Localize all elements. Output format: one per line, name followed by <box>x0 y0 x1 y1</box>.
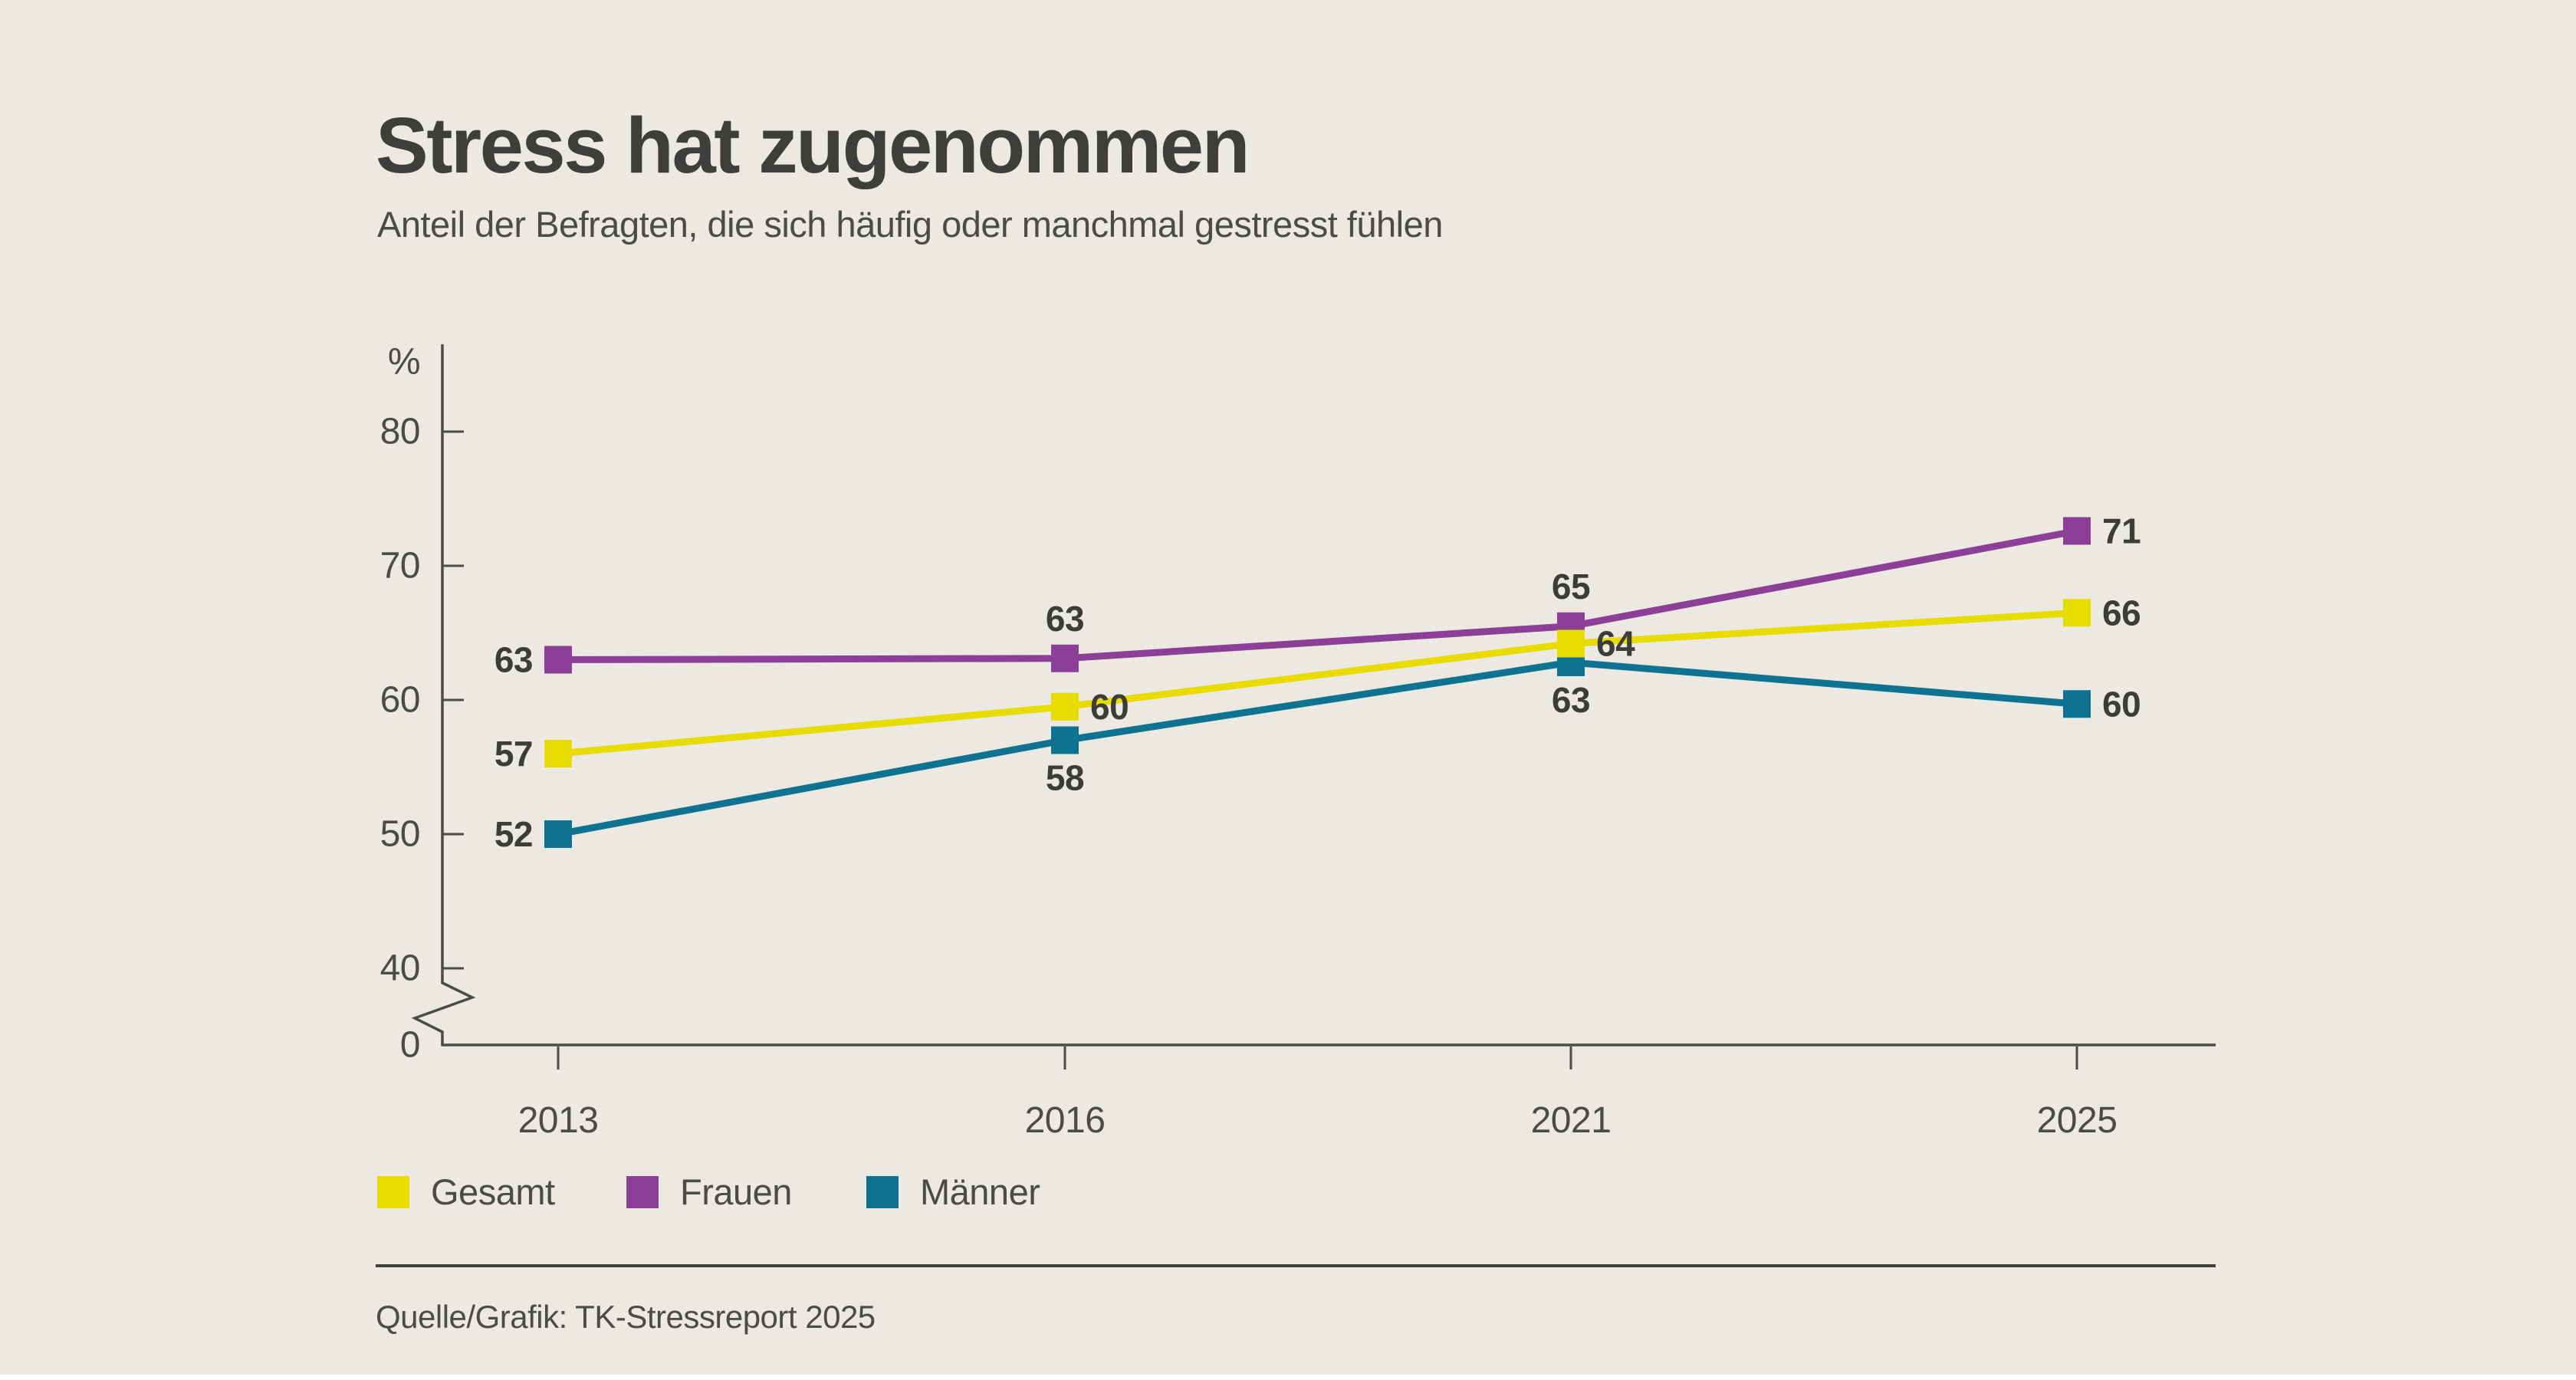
value-label-männer-2013: 52 <box>495 814 533 854</box>
legend-label-gesamt: Gesamt <box>431 1171 555 1212</box>
legend-label-männer: Männer <box>920 1171 1040 1212</box>
series-line-gesamt <box>557 609 2078 757</box>
value-label-gesamt-2013: 57 <box>495 734 533 774</box>
series-line-männer <box>557 659 2078 838</box>
value-label-frauen-2021: 65 <box>1552 567 1590 606</box>
y-tick-label-40: 40 <box>380 948 420 989</box>
x-tick-label-2021: 2021 <box>1531 1100 1612 1141</box>
data-point-gesamt-2025 <box>2063 599 2091 627</box>
data-point-frauen-2016 <box>1051 644 1079 672</box>
data-point-frauen-2025 <box>2063 517 2091 545</box>
value-label-gesamt-2016: 60 <box>1090 687 1129 727</box>
footer-divider <box>376 1264 2216 1267</box>
x-tick-label-2025: 2025 <box>2037 1100 2118 1141</box>
data-point-männer-2013 <box>544 820 572 848</box>
data-point-männer-2016 <box>1051 726 1079 754</box>
value-label-gesamt-2021: 64 <box>1596 624 1635 664</box>
chart-subtitle: Anteil der Befragten, die sich häufig od… <box>377 204 1443 245</box>
bottom-strip <box>0 1375 2576 1380</box>
page-title: Stress hat zugenommen <box>376 101 1250 189</box>
value-label-männer-2025: 60 <box>2102 684 2141 724</box>
value-label-gesamt-2025: 66 <box>2102 593 2141 632</box>
value-label-frauen-2025: 71 <box>2102 511 2141 551</box>
x-tick-label-2013: 2013 <box>518 1100 599 1141</box>
legend-swatch-frauen <box>626 1176 659 1208</box>
y-axis-unit-label: % <box>388 342 420 383</box>
y-tick-label-70: 70 <box>380 546 420 586</box>
value-label-frauen-2016: 63 <box>1046 599 1084 639</box>
legend-item-männer: Männer <box>866 1171 1040 1212</box>
series-line-frauen <box>557 527 2078 663</box>
value-label-frauen-2013: 63 <box>495 640 533 680</box>
value-label-männer-2021: 63 <box>1552 680 1590 720</box>
legend-item-gesamt: Gesamt <box>377 1171 555 1212</box>
data-point-frauen-2013 <box>544 646 572 674</box>
legend-item-frauen: Frauen <box>626 1171 792 1212</box>
x-tick-label-2016: 2016 <box>1025 1100 1106 1141</box>
y-tick-label-0: 0 <box>400 1025 420 1066</box>
legend-label-frauen: Frauen <box>680 1171 792 1212</box>
y-tick-label-80: 80 <box>380 412 420 452</box>
source-credit: Quelle/Grafik: TK-Stressreport 2025 <box>376 1299 876 1335</box>
legend-swatch-männer <box>866 1176 899 1208</box>
legend-swatch-gesamt <box>377 1176 409 1208</box>
data-point-gesamt-2021 <box>1557 629 1585 658</box>
data-point-männer-2025 <box>2063 690 2091 718</box>
y-tick-label-50: 50 <box>380 814 420 855</box>
value-label-männer-2016: 58 <box>1046 758 1084 798</box>
data-point-gesamt-2016 <box>1051 692 1079 721</box>
data-point-gesamt-2013 <box>544 740 572 767</box>
y-tick-label-60: 60 <box>380 680 420 721</box>
axis-frame <box>411 344 2216 1046</box>
